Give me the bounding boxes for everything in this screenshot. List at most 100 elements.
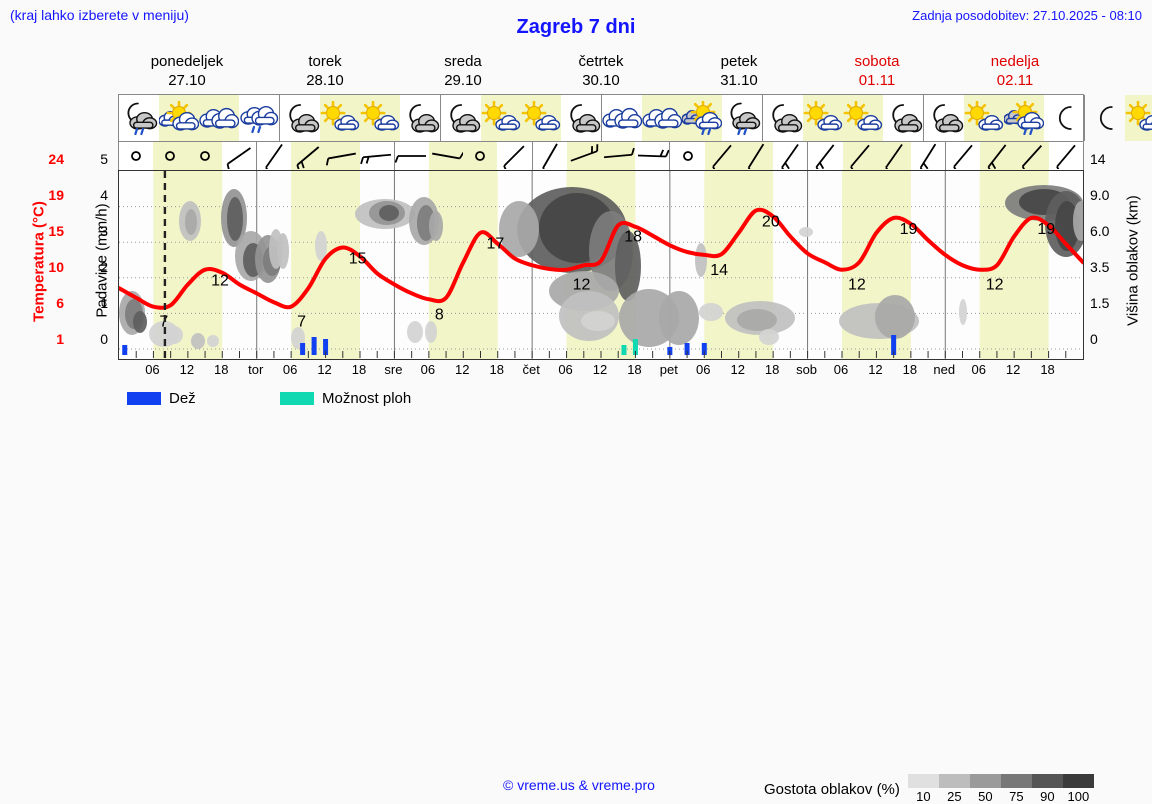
cloud-density-value-2: 50 xyxy=(970,789,1001,804)
x-tick-label-6: 18 xyxy=(352,362,366,377)
wind-barb-icon xyxy=(291,142,325,170)
x-tick-label-13: 12 xyxy=(593,362,607,377)
day-date: 29.10 xyxy=(394,71,532,90)
sun-cloud-small-icon xyxy=(964,95,1004,141)
temperature-label: 12 xyxy=(986,277,1004,294)
cloud-density-label: Gostota oblakov (%) xyxy=(764,781,900,798)
moon-cloud-icon xyxy=(561,95,601,141)
cloud-density-value-1: 25 xyxy=(939,789,970,804)
x-tick-label-25: 12 xyxy=(1006,362,1020,377)
x-tick-label-20: 06 xyxy=(834,362,848,377)
x-tick-label-9: 12 xyxy=(455,362,469,377)
cloud-density-ramp-bars xyxy=(908,774,1094,788)
wind-barb-icon xyxy=(463,142,497,170)
wind-barb-icon xyxy=(567,142,601,170)
cloudheight-tick-0: 14 xyxy=(1090,151,1136,167)
day-name: četrtek xyxy=(532,52,670,71)
wind-barb-icon xyxy=(601,142,635,170)
wind-dayslot-4 xyxy=(669,142,807,170)
moon-cloud-drizzle-icon xyxy=(119,95,159,141)
temperature-tick-5: 1 xyxy=(24,331,64,347)
x-tick-label-23: ned xyxy=(933,362,955,377)
precipitation-tick-3: 2 xyxy=(80,259,108,275)
sun-cloud-small-icon xyxy=(803,95,843,141)
chart-legend: Dež Možnost ploh © vreme.us & vreme.pro … xyxy=(0,386,1152,426)
wind-barb-row xyxy=(118,142,1084,170)
wind-barb-icon xyxy=(153,142,187,170)
meteogram-plot: 712715817121814201219121913 xyxy=(118,170,1084,360)
wind-dayslot-1 xyxy=(256,142,394,170)
x-tick-label-19: sob xyxy=(796,362,817,377)
wind-barb-icon xyxy=(670,142,704,170)
cloud-density-value-3: 75 xyxy=(1001,789,1032,804)
precipitation-tick-4: 1 xyxy=(80,295,108,311)
cloudy-icon xyxy=(199,95,239,141)
icon-dayslot-5 xyxy=(923,95,1084,141)
cloud-density-value-0: 10 xyxy=(908,789,939,804)
icon-dayslot-1 xyxy=(279,95,440,141)
sun-cloud-small-icon xyxy=(843,95,883,141)
icon-dayslot-6 xyxy=(1084,95,1152,141)
copyright-link[interactable]: © vreme.us & vreme.pro xyxy=(503,777,655,793)
wind-barb-icon xyxy=(187,142,221,170)
meteogram-svg: 712715817121814201219121913 xyxy=(119,171,1083,359)
wind-barb-icon xyxy=(325,142,359,170)
x-tick-label-18: 18 xyxy=(765,362,779,377)
wind-barb-icon xyxy=(773,142,807,170)
temperature-label: 17 xyxy=(487,236,505,253)
wind-barb-icon xyxy=(1049,142,1083,170)
x-tick-label-11: čet xyxy=(522,362,539,377)
cloud-density-step-25 xyxy=(939,774,970,788)
weather-icon-row xyxy=(118,94,1084,142)
cloud-density-value-4: 90 xyxy=(1032,789,1063,804)
temperature-tick-0: 24 xyxy=(24,151,64,167)
x-tick-label-4: 06 xyxy=(283,362,297,377)
temperature-label: 20 xyxy=(762,214,780,231)
precipitation-tick-2: 3 xyxy=(80,223,108,239)
cloudheight-tick-1: 9.0 xyxy=(1090,187,1136,203)
moon-cloud-icon xyxy=(441,95,481,141)
wind-dayslot-2 xyxy=(394,142,532,170)
temperature-label: 15 xyxy=(349,251,367,268)
wind-barb-icon xyxy=(705,142,739,170)
wind-barb-icon xyxy=(635,142,669,170)
x-tick-label-8: 06 xyxy=(421,362,435,377)
day-name: sreda xyxy=(394,52,532,71)
day-name: petek xyxy=(670,52,808,71)
wind-barb-icon xyxy=(395,142,429,170)
sun-cloud-drizzle-icon xyxy=(682,95,722,141)
x-tick-label-26: 18 xyxy=(1040,362,1054,377)
wind-barb-icon xyxy=(911,142,945,170)
cloud-density-value-5: 100 xyxy=(1063,789,1094,804)
cloud-density-step-50 xyxy=(970,774,1001,788)
showers-color-swatch xyxy=(280,392,314,405)
temperature-label: 12 xyxy=(573,277,591,294)
temperature-tick-2: 15 xyxy=(24,223,64,239)
wind-dayslot-0 xyxy=(119,142,256,170)
temperature-tick-3: 10 xyxy=(24,259,64,275)
wind-barb-icon xyxy=(980,142,1014,170)
temperature-label: 12 xyxy=(848,277,866,294)
wind-barb-icon xyxy=(843,142,877,170)
x-tick-label-14: 18 xyxy=(627,362,641,377)
day-date: 02.11 xyxy=(946,71,1084,90)
legend-label-showers: Možnost ploh xyxy=(322,390,411,407)
x-tick-label-21: 12 xyxy=(868,362,882,377)
day-name: nedelja xyxy=(946,52,1084,71)
legend-item-showers: Možnost ploh xyxy=(280,390,411,407)
day-date: 28.10 xyxy=(256,71,394,90)
sun-cloud-drizzle-icon xyxy=(1004,95,1044,141)
temperature-label: 8 xyxy=(435,306,444,323)
icon-dayslot-0 xyxy=(119,95,279,141)
temperature-label: 14 xyxy=(710,262,728,279)
moon-cloud-icon xyxy=(924,95,964,141)
sun-cloud-small-icon xyxy=(481,95,521,141)
